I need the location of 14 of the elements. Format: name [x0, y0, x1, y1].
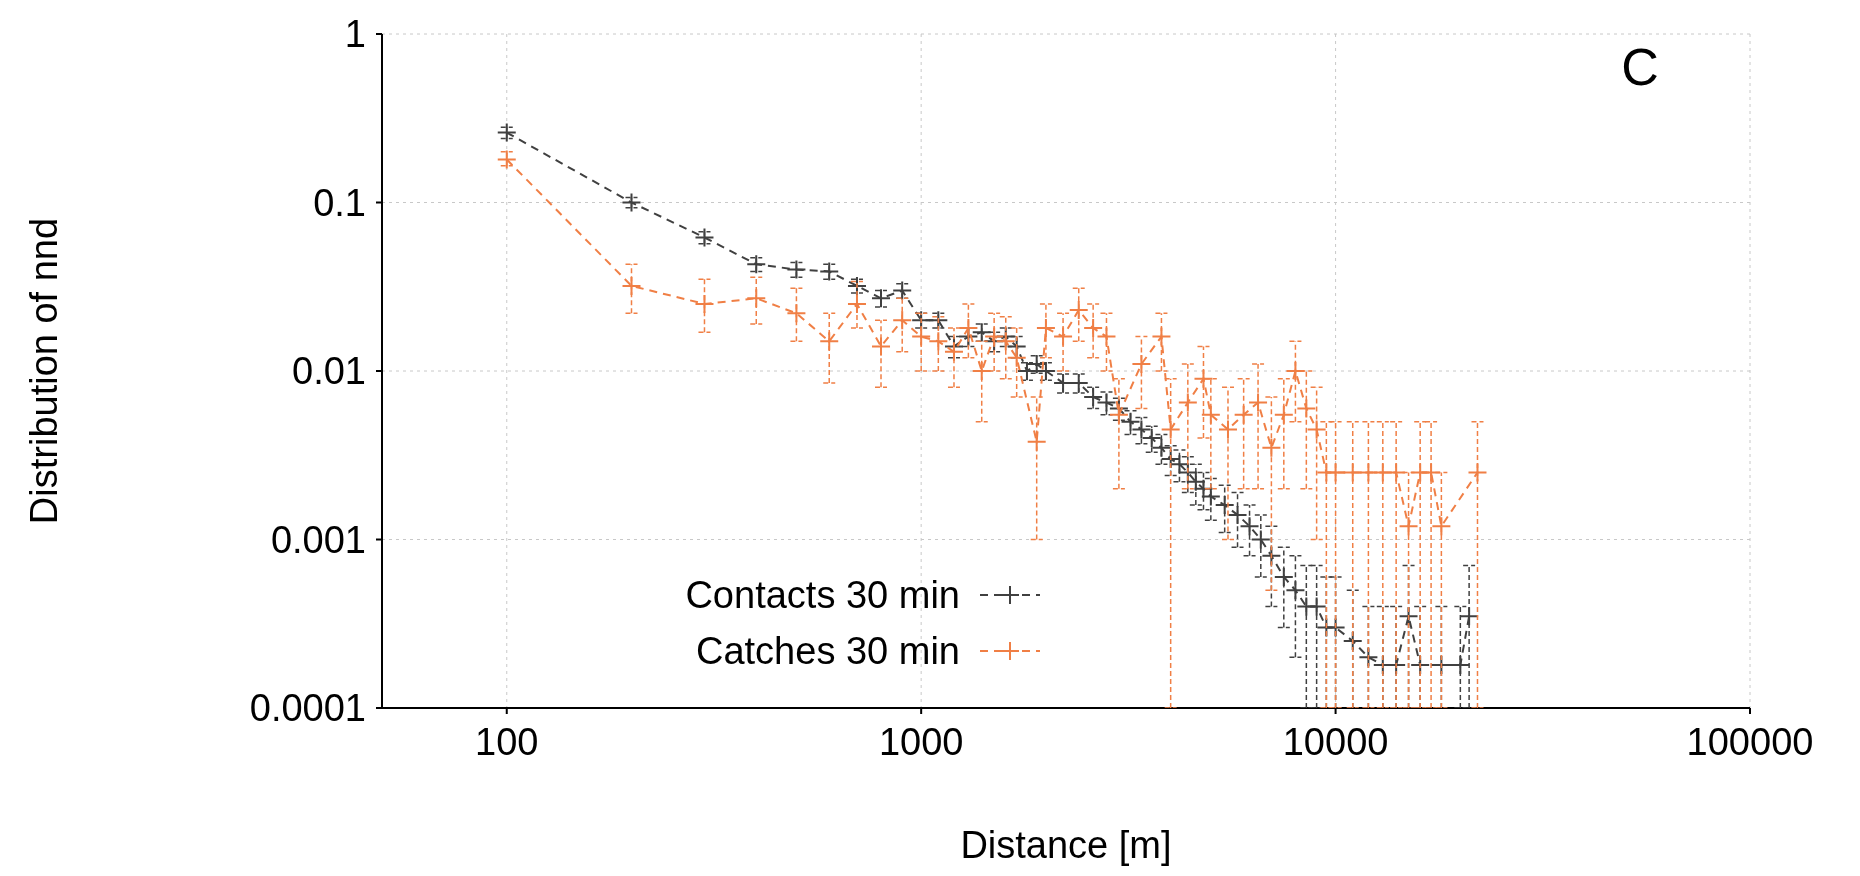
- x-axis-title: Distance [m]: [960, 824, 1172, 866]
- y-tick-label: 1: [344, 13, 366, 56]
- y-tick-label: 0.1: [313, 181, 366, 224]
- y-tick-label: 0.01: [292, 350, 366, 393]
- x-tick-label: 100000: [1686, 720, 1814, 763]
- x-tick-label: 1000: [878, 720, 964, 763]
- legend-label: Contacts 30 min: [685, 574, 960, 616]
- y-axis-title: Distribution of nnd: [23, 217, 66, 525]
- y-tick-label: 0.001: [270, 518, 366, 561]
- legend-label: Catches 30 min: [695, 630, 960, 672]
- x-tick-label: 100: [475, 720, 539, 763]
- x-tick-label: 10000: [1282, 720, 1389, 763]
- y-tick-label: 0.0001: [249, 687, 366, 730]
- annotation: C: [1621, 38, 1659, 96]
